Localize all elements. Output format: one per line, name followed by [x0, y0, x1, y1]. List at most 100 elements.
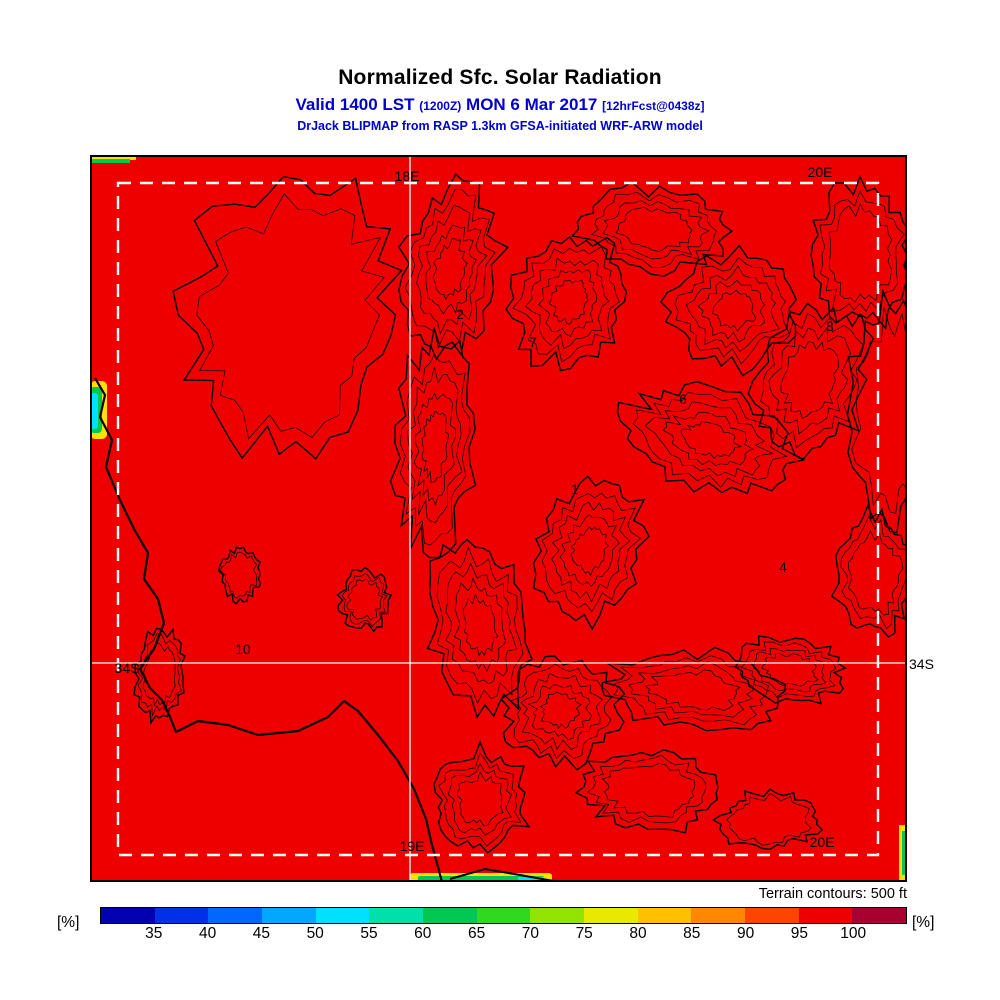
terrain-contour-line [734, 635, 848, 705]
terrain-contour-line [426, 538, 533, 719]
terrain-contour-line [615, 206, 693, 252]
colorbar-tick-65: 65 [467, 925, 486, 942]
terrain-contour-line [601, 763, 696, 818]
grid-label-bottom-19E: 19E [400, 838, 425, 854]
terrain-contour-line [628, 661, 754, 718]
terrain-contour-line [551, 501, 631, 603]
terrain-contour-line [398, 173, 510, 361]
terrain-contour-line [712, 289, 757, 332]
terrain-contour-line [447, 762, 513, 836]
terrain-contour-line [525, 257, 610, 350]
map-plot[interactable]: 18E 20E 19E 20E 34S 2 7 8 6 1 4 10 [90, 155, 907, 882]
colorbar-segment-4 [315, 908, 370, 923]
terrain-contour-line [674, 256, 790, 365]
colorbar-segment-3 [262, 908, 316, 923]
site-marker-4: 4 [779, 560, 787, 575]
terrain-contour-line [761, 652, 819, 687]
terrain-contour-line [438, 752, 522, 847]
header: Normalized Sfc. Solar Radiation Valid 14… [0, 66, 1000, 133]
map-labels: 18E 20E 19E 20E 34S 2 7 8 6 1 4 10 [115, 164, 835, 854]
grid-label-top-18E: 18E [395, 168, 420, 184]
terrain-contour-line [590, 191, 717, 268]
site-marker-7: 7 [529, 335, 537, 350]
terrain-contour-line [768, 327, 851, 435]
colorbar-tick-80: 80 [629, 925, 647, 942]
terrain-contour-line [389, 326, 477, 559]
terrain-contour-line [220, 551, 258, 599]
inner-domain-dashed-border [116, 181, 880, 857]
terrain-contour-line [341, 573, 388, 628]
terrain-contour-line [432, 238, 468, 301]
colorbar-segment-8 [530, 908, 585, 923]
colorbar-tick-85: 85 [683, 925, 701, 942]
colorbar-tick-95: 95 [790, 925, 809, 942]
colorbar-tick-55: 55 [360, 925, 378, 942]
valid-time-utc: (1200Z) [419, 99, 462, 113]
colorbar-tick-45: 45 [252, 925, 271, 942]
terrain-contour-line [218, 546, 262, 605]
terrain-contour-line [574, 749, 719, 834]
colorbar-segment-14 [852, 908, 907, 923]
site-marker-10: 10 [235, 642, 250, 657]
map-canvas: 18E 20E 19E 20E 34S 2 7 8 6 1 4 10 [90, 155, 907, 882]
terrain-contour-line [570, 526, 610, 576]
grid-label-top-20E: 20E [808, 164, 833, 180]
terrain-contour-line [659, 244, 798, 377]
terrain-contour-line [453, 577, 506, 672]
terrain-contour-line [142, 642, 176, 707]
terrain-contour-line [404, 189, 496, 349]
site-marker-8: 8 [826, 319, 834, 334]
colorbar-segment-1 [154, 908, 209, 923]
colorbar-tick-75: 75 [575, 925, 593, 942]
terrain-contour-line [644, 401, 775, 477]
terrain-contour-line [541, 492, 641, 612]
forecast-tag: [12hrFcst@0438z] [602, 99, 705, 113]
grid-label-bottom-20E: 20E [810, 834, 835, 850]
terrain-contours-note: Terrain contours: 500 ft [758, 886, 907, 902]
model-attribution: DrJack BLIPMAP from RASP 1.3km GFSA-init… [297, 119, 703, 133]
terrain-contour-line [559, 514, 620, 587]
terrain-contour-line [425, 224, 477, 315]
terrain-contour-line [462, 593, 499, 657]
terrain-contour-line [726, 792, 812, 846]
colorbar-tick-50: 50 [306, 925, 324, 942]
colorbar-segment-11 [691, 908, 746, 923]
terrain-contour-line [407, 367, 463, 524]
colorbar-segment-2 [208, 908, 263, 923]
terrain-contour-line [520, 672, 603, 751]
coastline-west [94, 377, 444, 882]
terrain-contour-line [413, 392, 457, 506]
terrain-contour-line [819, 190, 905, 313]
colorbar-tick-labels: 35 40 45 50 55 60 65 70 75 80 85 90 95 100 [100, 925, 907, 943]
terrain-contour-line [846, 288, 907, 534]
terrain-contour-line [436, 546, 524, 705]
colorbar-tick-90: 90 [736, 925, 755, 942]
radiation-field [90, 155, 907, 882]
terrain-contour-line [828, 203, 893, 303]
terrain-contour-line [586, 754, 707, 824]
valid-time: Valid 1400 LST [295, 95, 415, 114]
grid-label-left-34S: 34S [115, 660, 140, 676]
terrain-contour-line [680, 421, 742, 459]
colorbar-tick-35: 35 [145, 925, 163, 942]
colorbar-segment-9 [584, 908, 638, 923]
terrain-contour-line [399, 354, 471, 546]
colorbar [100, 907, 907, 924]
terrain-contour-line [346, 578, 384, 621]
domain-grid [90, 155, 907, 882]
colorbar-segment-6 [423, 908, 477, 923]
terrain-contour-line [632, 391, 788, 488]
terrain-contour-line [505, 235, 628, 372]
terrain-contour-line [752, 648, 827, 693]
colorbar-unit-left: [%] [57, 914, 80, 931]
terrain-contour-line [196, 193, 385, 440]
colorbar-segment-5 [369, 908, 424, 923]
page-title: Normalized Sfc. Solar Radiation [338, 66, 662, 89]
colorbar-segment-7 [476, 908, 531, 923]
valid-date: MON 6 Mar 2017 [466, 95, 598, 114]
colorbar-segment-10 [637, 908, 692, 923]
grid-label-right-34S: 34S [909, 656, 934, 672]
terrain-contour-line [445, 562, 517, 685]
terrain-contour-line [509, 663, 612, 759]
terrain-contour-line [421, 411, 449, 483]
